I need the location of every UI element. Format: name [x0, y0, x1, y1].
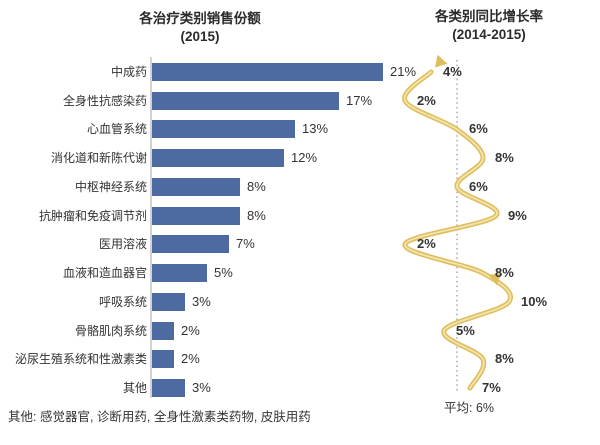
growth-value-label: 10% [521, 293, 548, 309]
average-label: 平均: 6% [444, 401, 495, 415]
growth-curve-highlight [403, 71, 512, 389]
left-chart-title: 各治疗类别销售份额 (2015) [58, 10, 342, 46]
growth-value-label: 8% [495, 265, 514, 281]
growth-value-label: 8% [495, 150, 514, 166]
category-label: 泌尿生殖系统和性激素类 [14, 352, 147, 367]
sales-share-bar [152, 149, 284, 168]
category-label: 血液和造血器官 [62, 266, 147, 281]
bar-value-label: 2% [181, 322, 200, 338]
growth-value-label: 2% [417, 92, 436, 108]
growth-value-label: 2% [417, 236, 436, 252]
growth-value-label: 8% [495, 351, 514, 367]
sales-share-bar [152, 292, 185, 311]
growth-value-label: 6% [469, 178, 488, 194]
category-label: 医用溶液 [98, 237, 147, 252]
left-chart-title-line1: 各治疗类别销售份额 [139, 11, 261, 26]
category-label: 抗肿瘤和免疫调节剂 [38, 208, 147, 223]
category-label: 骨骼肌肉系统 [74, 323, 147, 338]
bar-value-label: 21% [390, 64, 417, 79]
sales-share-bar [152, 321, 174, 340]
bar-value-label: 8% [247, 178, 266, 194]
growth-value-label: 7% [482, 380, 501, 396]
category-label: 其他 [122, 381, 147, 396]
bar-value-label: 3% [192, 293, 211, 309]
bar-value-label: 17% [346, 92, 373, 108]
bar-value-label: 3% [192, 380, 211, 396]
category-label: 消化道和新陈代谢 [50, 151, 147, 166]
sales-share-bar [152, 235, 229, 254]
curve-arrowhead-top [435, 54, 448, 68]
sales-share-bar [152, 177, 240, 196]
bar-value-label: 8% [247, 207, 266, 223]
curve-arrowhead-mid [488, 272, 502, 286]
category-label: 中枢神经系统 [74, 179, 147, 194]
sales-share-bar [152, 350, 174, 369]
bar-value-label: 7% [236, 236, 255, 252]
category-label: 中成药 [110, 65, 147, 79]
sales-share-bar [152, 206, 240, 225]
bar-value-label: 12% [291, 150, 318, 166]
category-label: 呼吸系统 [98, 294, 147, 309]
category-label: 全身性抗感染药 [62, 93, 147, 108]
bar-value-label: 13% [302, 121, 329, 137]
sales-share-bar [152, 379, 185, 398]
sales-share-bar [152, 264, 207, 283]
sales-share-bar [152, 63, 383, 81]
right-chart-title-line2: (2014-2015) [452, 27, 526, 42]
growth-value-label: 6% [469, 121, 488, 137]
right-chart-title: 各类别同比增长率 (2014-2015) [397, 8, 581, 44]
footnote: 其他: 感觉器官, 诊断用药, 全身性激素类药物, 皮肤用药 [8, 410, 311, 424]
category-label: 心血管系统 [86, 122, 147, 137]
bar-value-label: 2% [181, 351, 200, 367]
growth-value-label: 5% [456, 322, 475, 338]
sales-share-bar [152, 120, 295, 139]
sales-share-bar [152, 91, 339, 110]
bar-value-label: 5% [214, 265, 233, 281]
right-chart-title-line1: 各类别同比增长率 [435, 9, 543, 24]
left-chart-title-line2: (2015) [180, 29, 220, 44]
growth-value-label: 4% [443, 64, 462, 79]
growth-value-label: 9% [508, 207, 527, 223]
